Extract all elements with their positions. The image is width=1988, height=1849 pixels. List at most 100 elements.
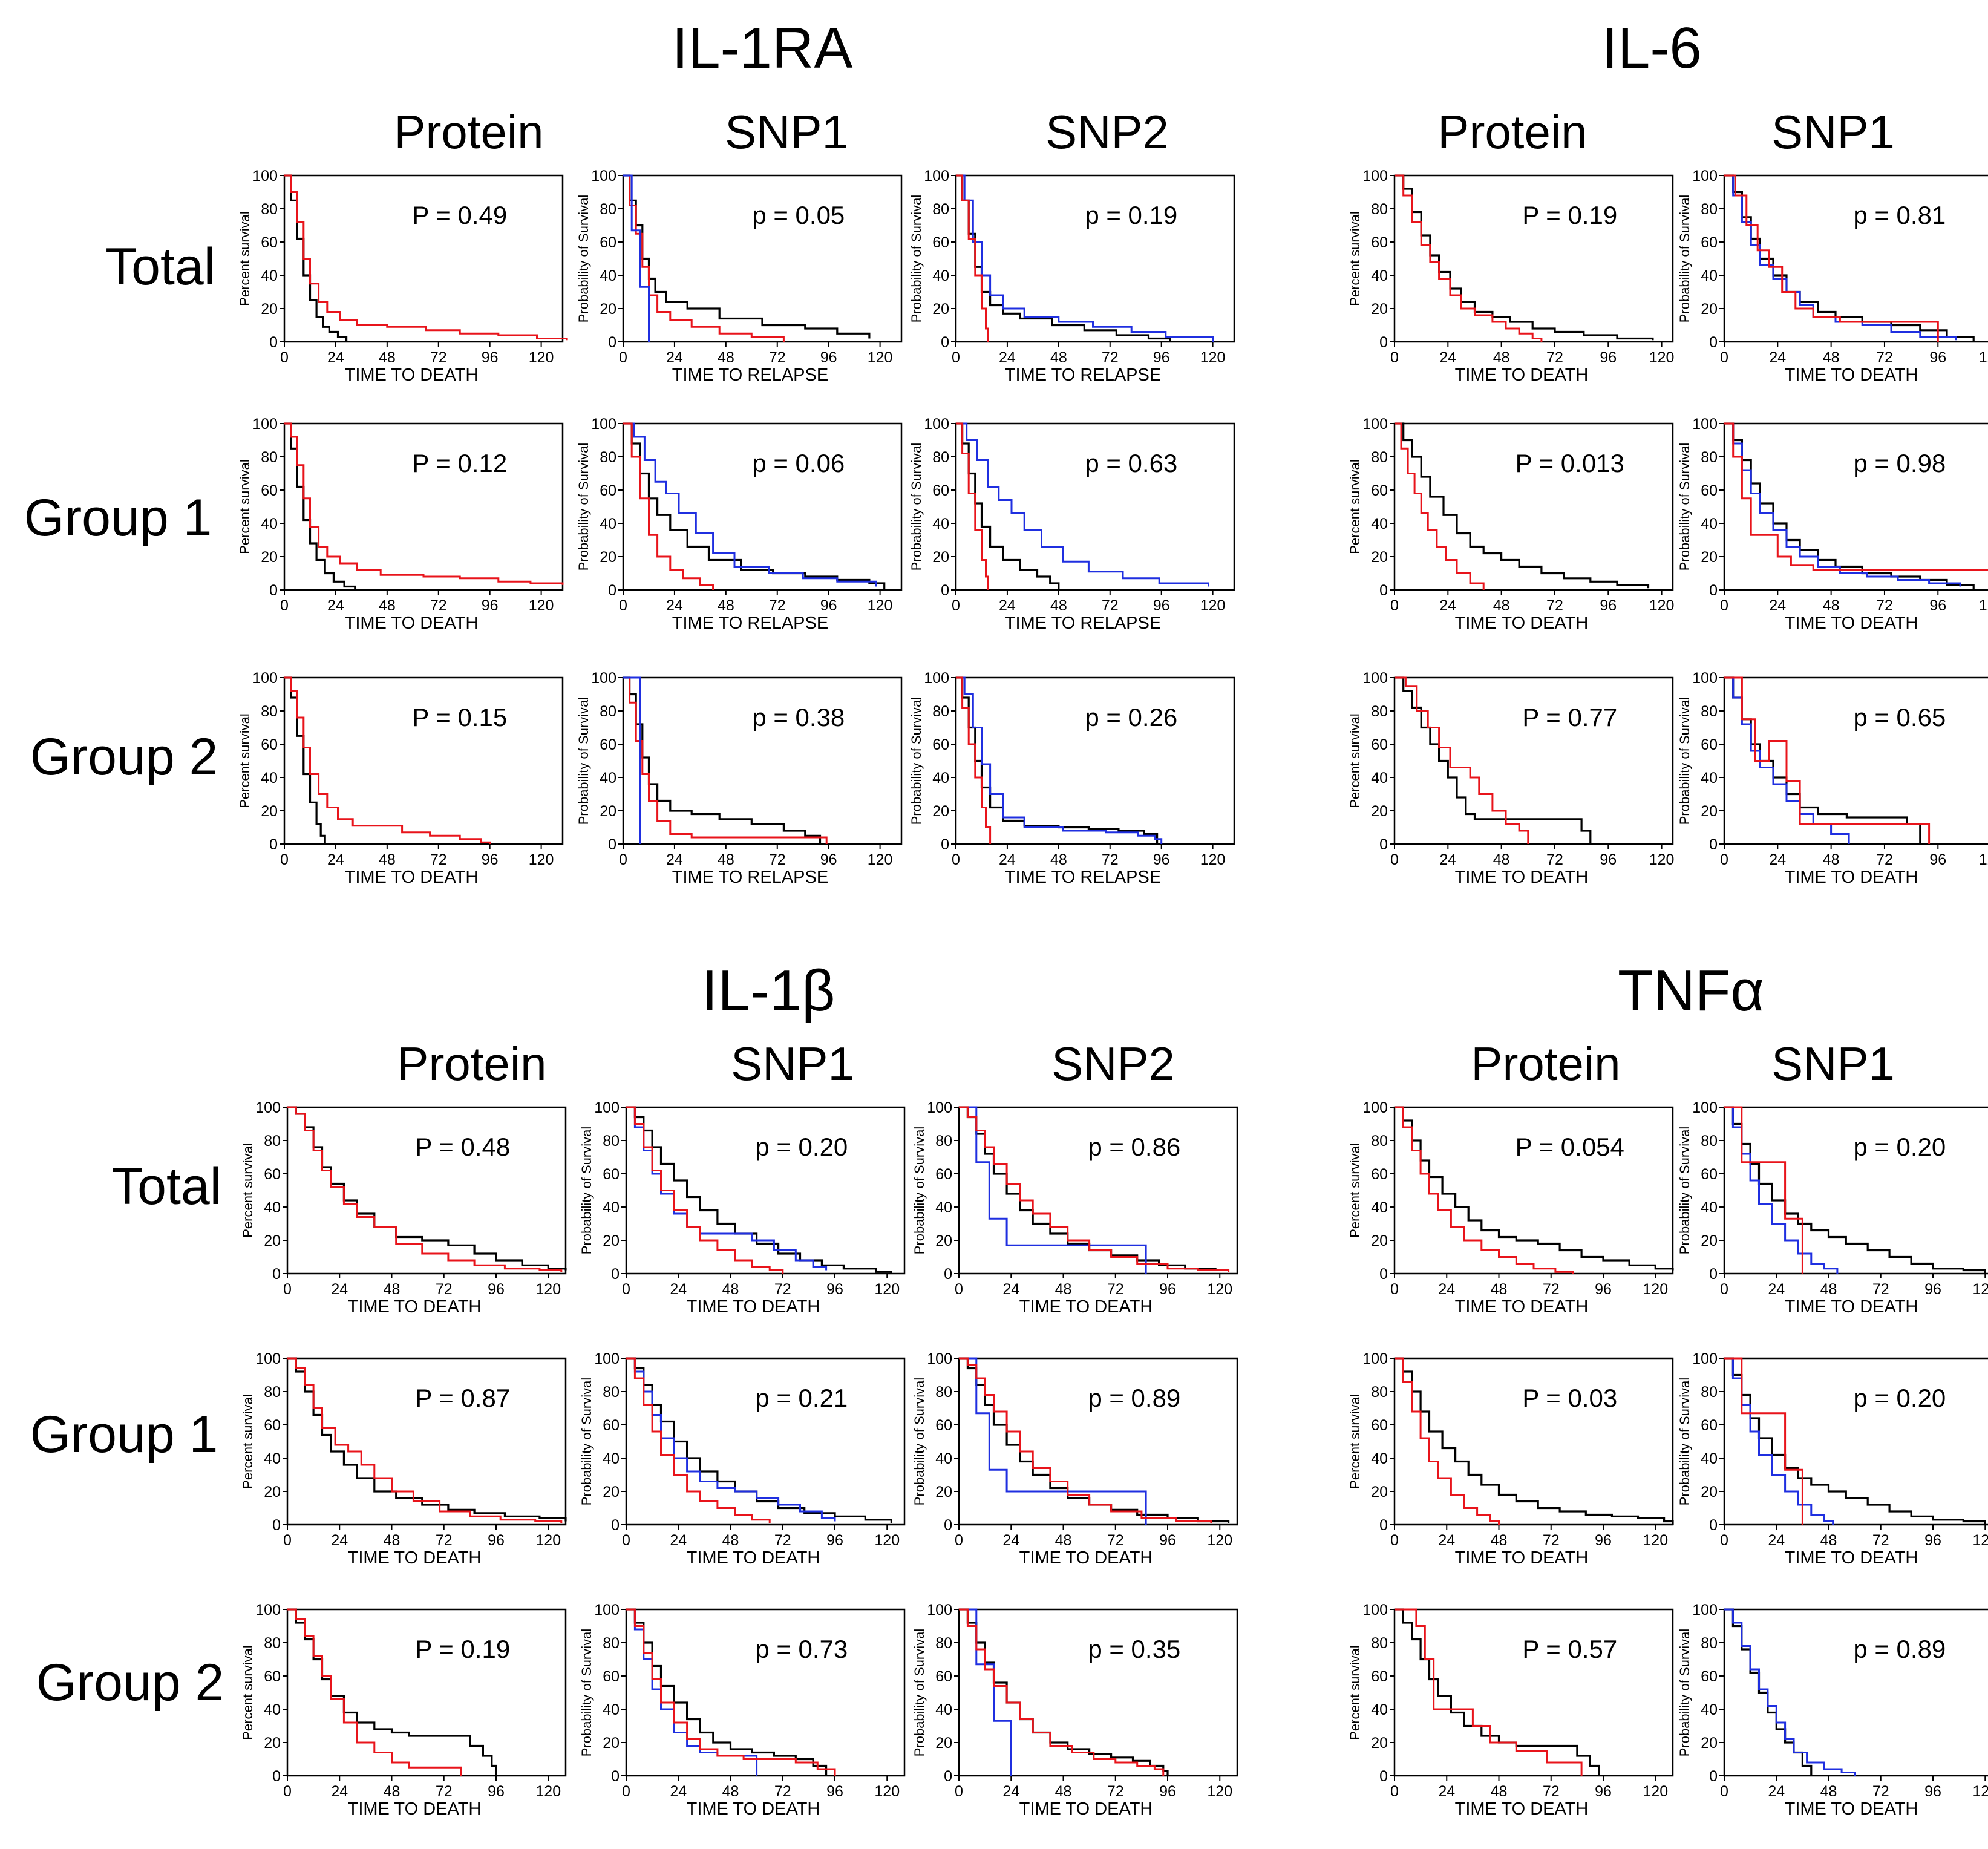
y-tick-label: 60 [1701,1668,1718,1685]
survival-curve-blue [956,422,1209,587]
x-tick-label: 120 [535,1281,561,1298]
y-tick-label: 20 [1701,301,1718,318]
y-tick-label: 80 [1371,1635,1388,1652]
y-axis-label: Percent survival [1347,1143,1362,1238]
survival-curve-blue [956,676,1163,844]
x-tick-label: 96 [826,1783,843,1800]
plot-frame [1393,676,1674,845]
x-tick-label: 120 [1649,349,1675,366]
y-tick-label: 20 [600,301,616,318]
x-tick-label: 96 [488,1783,505,1800]
x-tick-label: 0 [283,1281,292,1298]
x-tick-label: 96 [1600,597,1617,614]
x-tick-label: 96 [1595,1281,1612,1298]
x-tick-label: 48 [384,1783,401,1800]
x-tick-label: 96 [826,1532,843,1549]
x-tick-label: 24 [1002,1532,1019,1549]
x-tick-label: 96 [488,1281,505,1298]
p-value-label: p = 0.65 [1853,703,1946,731]
x-tick-label: 72 [430,349,447,366]
y-tick-label: 80 [264,1635,281,1652]
p-value-label: P = 0.49 [412,201,507,229]
y-tick-label: 100 [1362,416,1388,433]
km-panel-il-1ra-group-2-protein: 0 20 40 60 80 100 0 24 48 72 96 120 Percent survival… [237,670,564,887]
km-panel-il-1-group-1-snp1: 0 20 40 60 80 100 0 24 48 72 96 120 Probability of S… [579,1350,906,1568]
survival-curve-red [1724,1357,1803,1525]
km-panel-tnf-group-1-protein: 0 20 40 60 80 100 0 24 48 72 96 120 Percent survival… [1347,1350,1674,1568]
x-tick-label: 48 [1050,851,1067,868]
y-axis-label: Probability of Survival [1677,697,1692,825]
x-tick-label: 24 [1438,1281,1455,1298]
survival-curve-blue [1724,422,1961,587]
x-tick-label: 96 [1929,851,1946,868]
y-tick-label: 60 [1371,736,1388,753]
x-tick-label: 24 [1769,851,1786,868]
plot-frame [1723,174,1988,343]
x-tick-label: 72 [1102,597,1119,614]
y-tick-label: 80 [1371,1384,1388,1401]
x-tick-label: 48 [384,1532,401,1549]
plot-frame [622,422,903,591]
x-tick-label: 24 [999,349,1016,366]
y-tick-label: 40 [932,267,949,284]
y-axis-label: Percent survival [240,1143,255,1238]
km-panel-il-6-total-protein: 0 20 40 60 80 100 0 24 48 72 96 120 Percent survival… [1347,168,1674,385]
plot-frame [283,422,564,591]
y-tick-label: 40 [1371,267,1388,284]
x-tick-label: 24 [1439,597,1456,614]
x-tick-label: 72 [436,1783,453,1800]
x-tick-label: 24 [666,851,683,868]
km-panel-il-6-group-2-protein: 0 20 40 60 80 100 0 24 48 72 96 120 Percent survival… [1347,670,1674,887]
y-tick-label: 40 [1701,1199,1718,1216]
x-tick-label: 120 [1643,1783,1668,1800]
survival-curve-red [287,1106,563,1272]
y-tick-label: 0 [944,1266,952,1283]
y-tick-label: 0 [1379,1768,1388,1785]
y-tick-label: 20 [1701,1232,1718,1249]
y-tick-label: 60 [1701,482,1718,499]
y-tick-label: 80 [1701,703,1718,720]
x-tick-label: 72 [1876,597,1893,614]
x-axis-label: TIME TO DEATH [1455,614,1589,633]
y-tick-label: 100 [1362,1350,1388,1367]
x-tick-label: 24 [327,597,344,614]
km-panel-il-1ra-group-2-snp2: 0 20 40 60 80 100 0 24 48 72 96 120 Probability of S… [909,670,1235,887]
y-tick-label: 40 [1371,770,1388,787]
row-header-top-group1: Group 1 [24,489,212,547]
y-tick-label: 100 [1692,416,1718,433]
y-tick-label: 0 [1379,1517,1388,1534]
x-axis-label: TIME TO RELAPSE [1005,365,1161,385]
survival-curve-red [284,174,568,341]
survival-curve-blue [623,676,641,844]
row-header-top-total: Total [105,238,215,296]
x-axis-label: TIME TO DEATH [1019,1297,1153,1317]
x-tick-label: 24 [331,1281,348,1298]
x-tick-label: 96 [820,851,837,868]
y-tick-label: 80 [600,703,616,720]
x-tick-label: 120 [529,349,554,366]
y-axis-label: Probability of Survival [1677,195,1692,323]
p-value-label: p = 0.35 [1088,1635,1180,1663]
x-tick-label: 72 [1102,851,1119,868]
x-tick-label: 72 [1102,349,1119,366]
y-tick-label: 0 [272,1768,281,1785]
survival-curve-blue [1724,174,1957,341]
x-tick-label: 0 [952,597,960,614]
x-axis-label: TIME TO DEATH [345,868,479,887]
x-axis-label: TIME TO DEATH [345,365,479,385]
plot-frame [286,1106,567,1275]
x-tick-label: 0 [1390,349,1399,366]
km-panel-il-1-group-2-protein: 0 20 40 60 80 100 0 24 48 72 96 120 Percent survival… [240,1602,567,1819]
survival-curve-red [623,174,785,342]
x-tick-label: 120 [1979,851,1988,868]
survival-curve-black [626,1357,892,1523]
x-tick-label: 24 [670,1532,687,1549]
survival-curve-red [1395,1608,1583,1776]
km-panel-il-6-group-1-protein: 0 20 40 60 80 100 0 24 48 72 96 120 Percent survival… [1347,416,1674,633]
y-tick-label: 20 [264,1735,281,1752]
p-value-label: p = 0.20 [1853,1384,1946,1412]
plot-frame [955,676,1235,845]
survival-curve-red [1395,1106,1574,1274]
y-tick-label: 80 [264,1384,281,1401]
survival-curve-blue [626,1357,836,1522]
